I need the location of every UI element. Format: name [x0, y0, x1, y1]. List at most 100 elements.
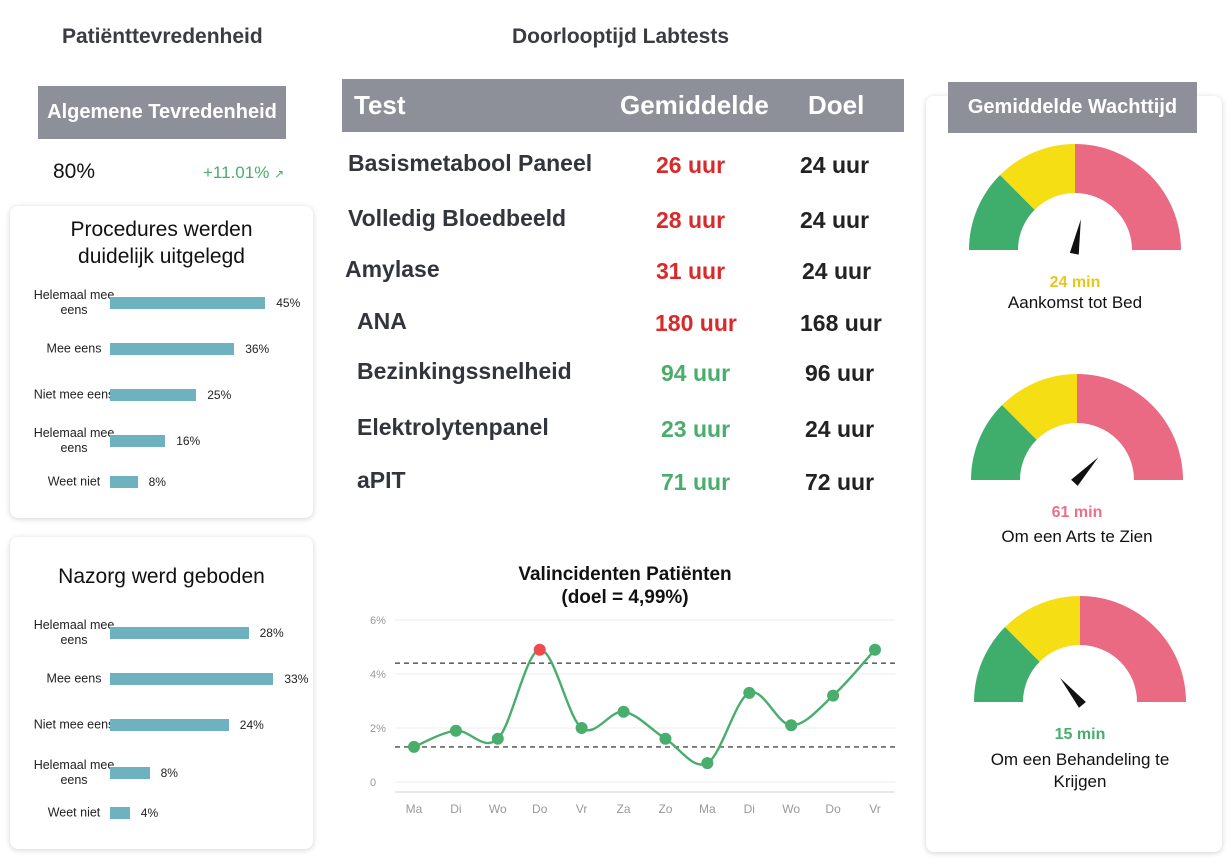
bar-value: 16% — [176, 434, 201, 448]
x-tick-label: Di — [744, 802, 755, 816]
data-point — [659, 732, 672, 745]
bar-label: Weet niet — [47, 805, 101, 820]
falls-chart-title: Valincidenten Patiënten (doel = 4,99%) — [440, 563, 810, 609]
gauge-segment-red — [1075, 144, 1181, 250]
bar — [110, 435, 166, 447]
bar-row: Helemaal mee eens 28% — [10, 617, 313, 649]
bar-label: Helemaal mee eens — [33, 758, 115, 787]
bar-row: Helemaal mee eens 16% — [10, 425, 313, 457]
bar-label: Helemaal mee eens — [33, 426, 115, 455]
bar-value: 36% — [245, 342, 270, 356]
chart-title-line1: Valincidenten Patiënten — [518, 564, 732, 585]
data-point — [575, 722, 588, 734]
data-point — [785, 719, 798, 732]
gauge-segment-yellow — [1002, 374, 1077, 440]
bar-value: 8% — [160, 766, 178, 780]
bar-row: Weet niet 8% — [10, 466, 313, 498]
x-tick-label: Di — [450, 802, 461, 816]
bar-chart: Helemaal mee eens 45% Mee eens 36% Niet mee … — [10, 286, 313, 506]
falls-line-chart: 0 2% 4% 6% Ma Di Wo Do Vr Za Zo Ma Di Wo Do Vr — [370, 615, 895, 816]
bar-row: Mee eens 33% — [10, 663, 313, 695]
procedures-explained-card: Procedures werden duidelijk uitgelegd He… — [10, 206, 313, 518]
header-average: Gemiddelde — [620, 90, 769, 120]
x-tick-label: Ma — [406, 802, 423, 816]
bar — [110, 476, 138, 488]
x-tick-label: Wo — [489, 802, 507, 816]
gauge-segment-yellow — [1000, 144, 1075, 210]
bar-chart: Helemaal mee eens 28% Mee eens 33% Niet mee … — [10, 617, 313, 837]
data-point — [491, 732, 504, 745]
card-title-line2: duidelijk uitgelegd — [78, 245, 245, 268]
gauge-segment-red — [1080, 596, 1186, 702]
card-title-line1: Procedures werden — [70, 218, 253, 241]
data-point — [617, 705, 630, 718]
gauge-segment-green — [974, 627, 1040, 702]
gauge-segment-red — [1077, 374, 1183, 480]
x-tick-label: Za — [617, 802, 631, 816]
bar — [110, 673, 274, 685]
bar-value: 25% — [207, 388, 232, 402]
data-point — [449, 724, 462, 737]
gauge — [971, 374, 1183, 486]
y-tick-label: 4% — [370, 669, 386, 681]
satisfaction-title: Patiënttevredenheid — [62, 25, 263, 48]
aftercare-card: Nazorg werd geboden Helemaal mee eens 28%… — [10, 537, 313, 849]
card-title: Nazorg werd geboden — [58, 565, 265, 588]
bar-label: Niet mee eens — [33, 717, 115, 732]
x-tick-label: Vr — [576, 802, 588, 816]
bar-label: Niet mee eens — [33, 387, 115, 402]
bar-value: 45% — [276, 296, 301, 310]
gauge-label: Aankomst tot Bed — [1007, 293, 1143, 312]
x-tick-label: Do — [532, 802, 548, 816]
bar — [110, 343, 235, 355]
bar-row: Mee eens 36% — [10, 333, 313, 365]
bar-label: Mee eens — [46, 341, 102, 356]
gauge-label: Om een Behandeling te Krijgen — [990, 750, 1170, 791]
bar-row: Weet niet 4% — [10, 797, 313, 829]
data-point — [743, 686, 756, 699]
chart-title-line2: (doel = 4,99%) — [561, 587, 689, 608]
bar-value: 33% — [284, 672, 309, 686]
gauge-value: 61 min — [1051, 504, 1103, 521]
overall-satisfaction-value: 80% — [53, 160, 96, 183]
data-point — [869, 643, 881, 656]
gauge-segment-green — [971, 405, 1037, 480]
gauge-needle — [1069, 219, 1081, 255]
bar-value: 24% — [239, 718, 264, 732]
bar-label: Helemaal mee eens — [33, 288, 115, 317]
bar — [110, 767, 150, 779]
bar-row: Helemaal mee eens 45% — [10, 287, 313, 319]
labtests-table-header: Test Gemiddelde Doel — [342, 79, 904, 132]
overall-satisfaction-header: Algemene Tevredenheid — [38, 86, 286, 139]
gauge-segment-green — [969, 175, 1035, 250]
gauge-value: 24 min — [1049, 274, 1101, 291]
overall-satisfaction-change: +11.01% ↗ — [203, 163, 284, 183]
x-tick-label: Ma — [699, 802, 716, 816]
data-point — [701, 757, 714, 770]
bar-row: Niet mee eens 25% — [10, 379, 313, 411]
bar-value: 28% — [259, 626, 284, 640]
data-point — [827, 689, 840, 702]
x-tick-label: Vr — [869, 802, 881, 816]
gauge-needle — [1071, 457, 1099, 486]
bar-label: Helemaal mee eens — [33, 618, 115, 647]
x-tick-label: Zo — [658, 802, 672, 816]
labtests-title: Doorlooptijd Labtests — [512, 25, 729, 48]
gauge-value: 15 min — [1054, 726, 1106, 743]
gauge-label: Om een Arts te Zien — [1001, 527, 1153, 546]
y-tick-label: 6% — [370, 615, 386, 627]
bar-label: Weet niet — [47, 474, 101, 489]
card-title: Procedures werden duidelijk uitgelegd — [10, 216, 313, 270]
bar — [110, 297, 266, 309]
bar — [110, 719, 229, 731]
bar-row: Helemaal mee eens 8% — [10, 757, 313, 789]
x-tick-label: Do — [825, 802, 841, 816]
bar-value: 4% — [140, 806, 159, 820]
trend-up-icon: ↗ — [274, 167, 285, 181]
y-tick-label: 2% — [370, 723, 386, 735]
header-goal: Doel — [808, 90, 865, 120]
bar — [110, 627, 249, 639]
gauge-segment-yellow — [1005, 596, 1080, 662]
gauge — [974, 596, 1186, 708]
